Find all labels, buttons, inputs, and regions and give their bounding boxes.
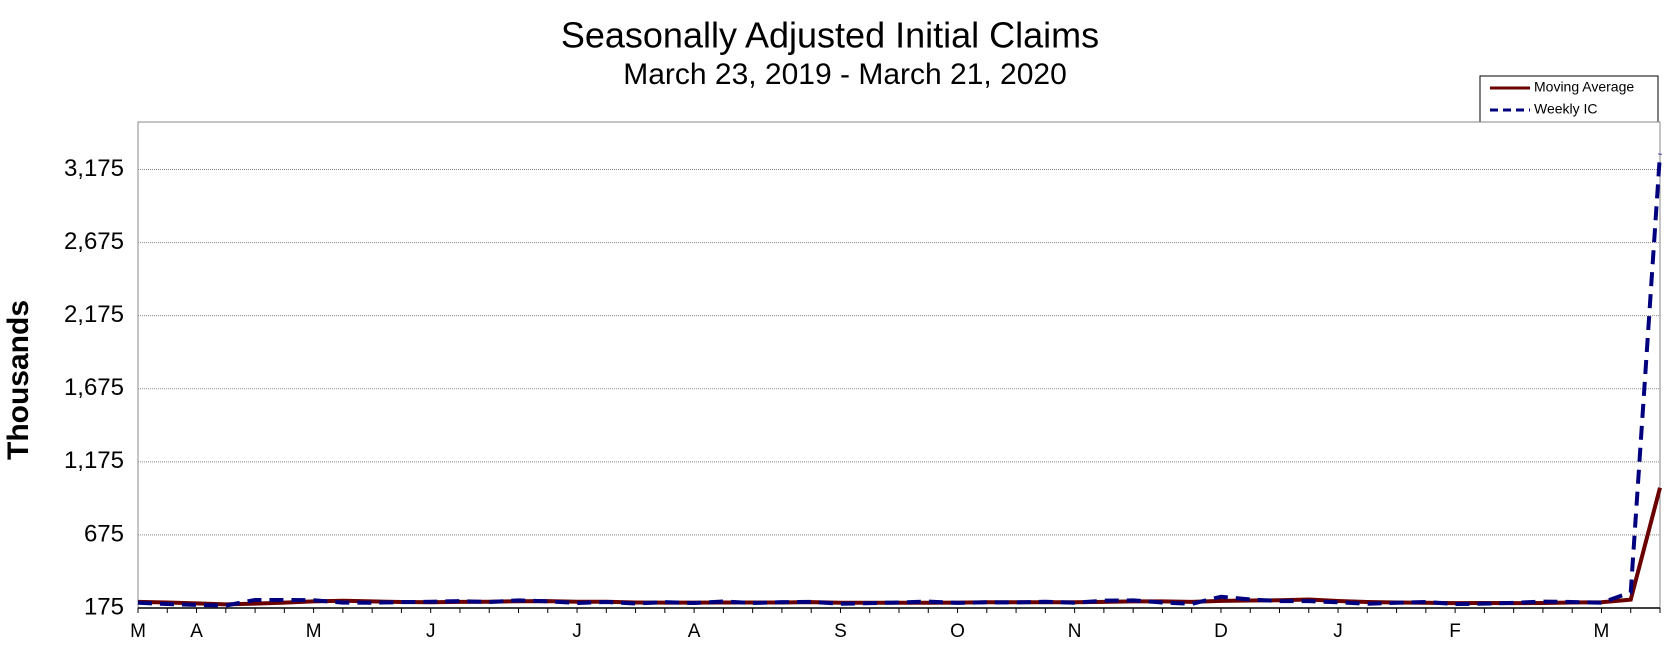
y-tick-label: 2,675 <box>64 228 124 255</box>
y-tick-label: 1,675 <box>64 374 124 401</box>
chart-subtitle: March 23, 2019 - March 21, 2020 <box>623 58 1067 91</box>
x-tick-label: D <box>1214 621 1228 642</box>
x-tick-label: O <box>950 621 965 642</box>
y-tick-label: 3,175 <box>64 155 124 182</box>
x-tick-label: J <box>572 621 582 642</box>
legend-label: Moving Average <box>1534 79 1634 95</box>
x-tick-label: M <box>1594 621 1610 642</box>
legend-box <box>1479 75 1659 123</box>
chart-title: Seasonally Adjusted Initial Claims <box>561 15 1099 56</box>
y-tick-label: 675 <box>84 520 124 547</box>
x-tick-label: J <box>1333 621 1343 642</box>
y-axis-label: Thousands <box>2 300 35 460</box>
x-tick-label: M <box>130 621 146 642</box>
x-tick-label: J <box>426 621 436 642</box>
x-tick-label: A <box>190 621 203 642</box>
series-line <box>137 487 1662 607</box>
y-tick-label: 2,175 <box>64 301 124 328</box>
x-tick-label: N <box>1068 621 1082 642</box>
x-tick-label: S <box>834 621 847 642</box>
x-tick-label: A <box>688 621 701 642</box>
x-tick-label: F <box>1449 621 1461 642</box>
series-line <box>137 153 1662 608</box>
x-tick-label: M <box>306 621 322 642</box>
legend-label: Weekly IC <box>1534 101 1598 117</box>
y-tick-label: 175 <box>84 593 124 620</box>
y-tick-label: 1,175 <box>64 447 124 474</box>
